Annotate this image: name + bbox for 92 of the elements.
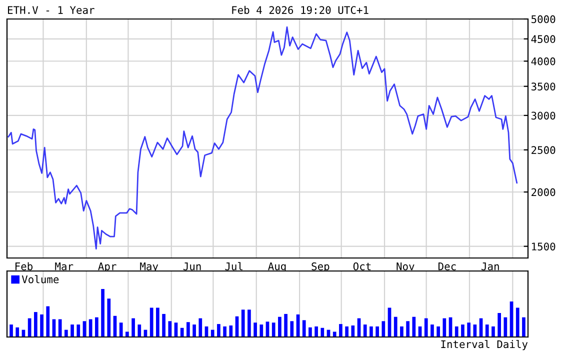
bar [351,325,355,337]
legend-label: Volume [22,275,59,284]
bar [332,332,336,337]
y-tick-label: 1500 [532,242,556,250]
bar [229,325,233,337]
bar [467,322,470,337]
x-tick-label: Oct [353,262,371,270]
bar [485,324,489,337]
bar [284,314,288,337]
bar [442,318,446,337]
bar [76,324,80,337]
bar [88,319,92,337]
y-tick-label: 3000 [531,112,556,120]
bar [28,318,32,337]
bar [132,318,135,337]
bar [119,322,123,337]
y-tick-label: 4500 [531,35,556,44]
x-tick-label: Jun [183,262,201,270]
x-tick-label: Sep [312,262,330,272]
bar [504,317,508,337]
bar [101,289,104,337]
text: Interval Daily [441,340,528,350]
bar [107,298,111,337]
bar [58,319,62,337]
bar [46,306,50,337]
y-tick-label: 2000 [532,188,556,196]
bar [406,321,410,337]
bar [345,326,348,337]
y-tick-label: 3500 [531,82,556,90]
bar [138,324,142,337]
bar [454,326,458,337]
bar [10,324,13,337]
y-tick-label: 2500 [532,146,556,154]
bar [339,324,342,337]
bar [492,326,495,337]
bar [516,308,520,337]
bar [363,324,367,337]
y-tick-label: 5000 [532,15,556,24]
bar [314,326,318,337]
bar [70,324,74,337]
x-tick-label: Feb [15,262,33,270]
bar [223,326,226,337]
bar [473,324,477,337]
bar [217,324,220,337]
bar [34,312,38,337]
x-tick-label: Dec [438,262,456,270]
bar [198,318,202,337]
bar [192,324,196,337]
bar [412,316,416,337]
bar [260,324,264,337]
bar [16,327,20,337]
bar [400,326,404,337]
x-tick-label: May [140,262,158,272]
bar [272,322,276,337]
bar [461,324,464,337]
bar [40,314,44,337]
line-series [8,26,518,250]
bar [302,320,306,337]
bar [168,321,172,337]
bar [394,316,398,337]
x-tick-label: Mar [55,262,74,270]
bar [186,322,190,337]
bar [126,332,129,337]
bar [210,330,214,337]
bar [95,317,98,337]
bar [180,328,184,337]
bar [382,321,386,337]
x-tick-label: Jul [225,262,242,270]
bar [376,326,379,337]
bar [320,328,324,337]
x-tick-label: Nov [396,262,414,270]
bar [430,324,434,337]
bar [522,317,526,337]
bar [308,327,312,337]
bar [150,308,154,337]
bar [156,308,160,337]
bar [241,310,245,337]
chart-subtitle: Feb 4 2026 19:20 UTC+1 [232,6,368,14]
bar [248,310,251,337]
bar [162,314,166,337]
bar [370,326,373,337]
x-tick-label: Jan [482,262,499,270]
x-tick-label: Apr [98,262,116,272]
y-tick-label: 4000 [531,57,556,66]
bar [278,316,282,337]
bar [290,321,294,337]
bar [254,322,257,337]
chart-title: ETH.V - 1 Year [8,6,94,14]
bar [436,326,440,337]
bar [64,330,68,337]
bar [424,318,428,337]
bar [498,313,502,337]
